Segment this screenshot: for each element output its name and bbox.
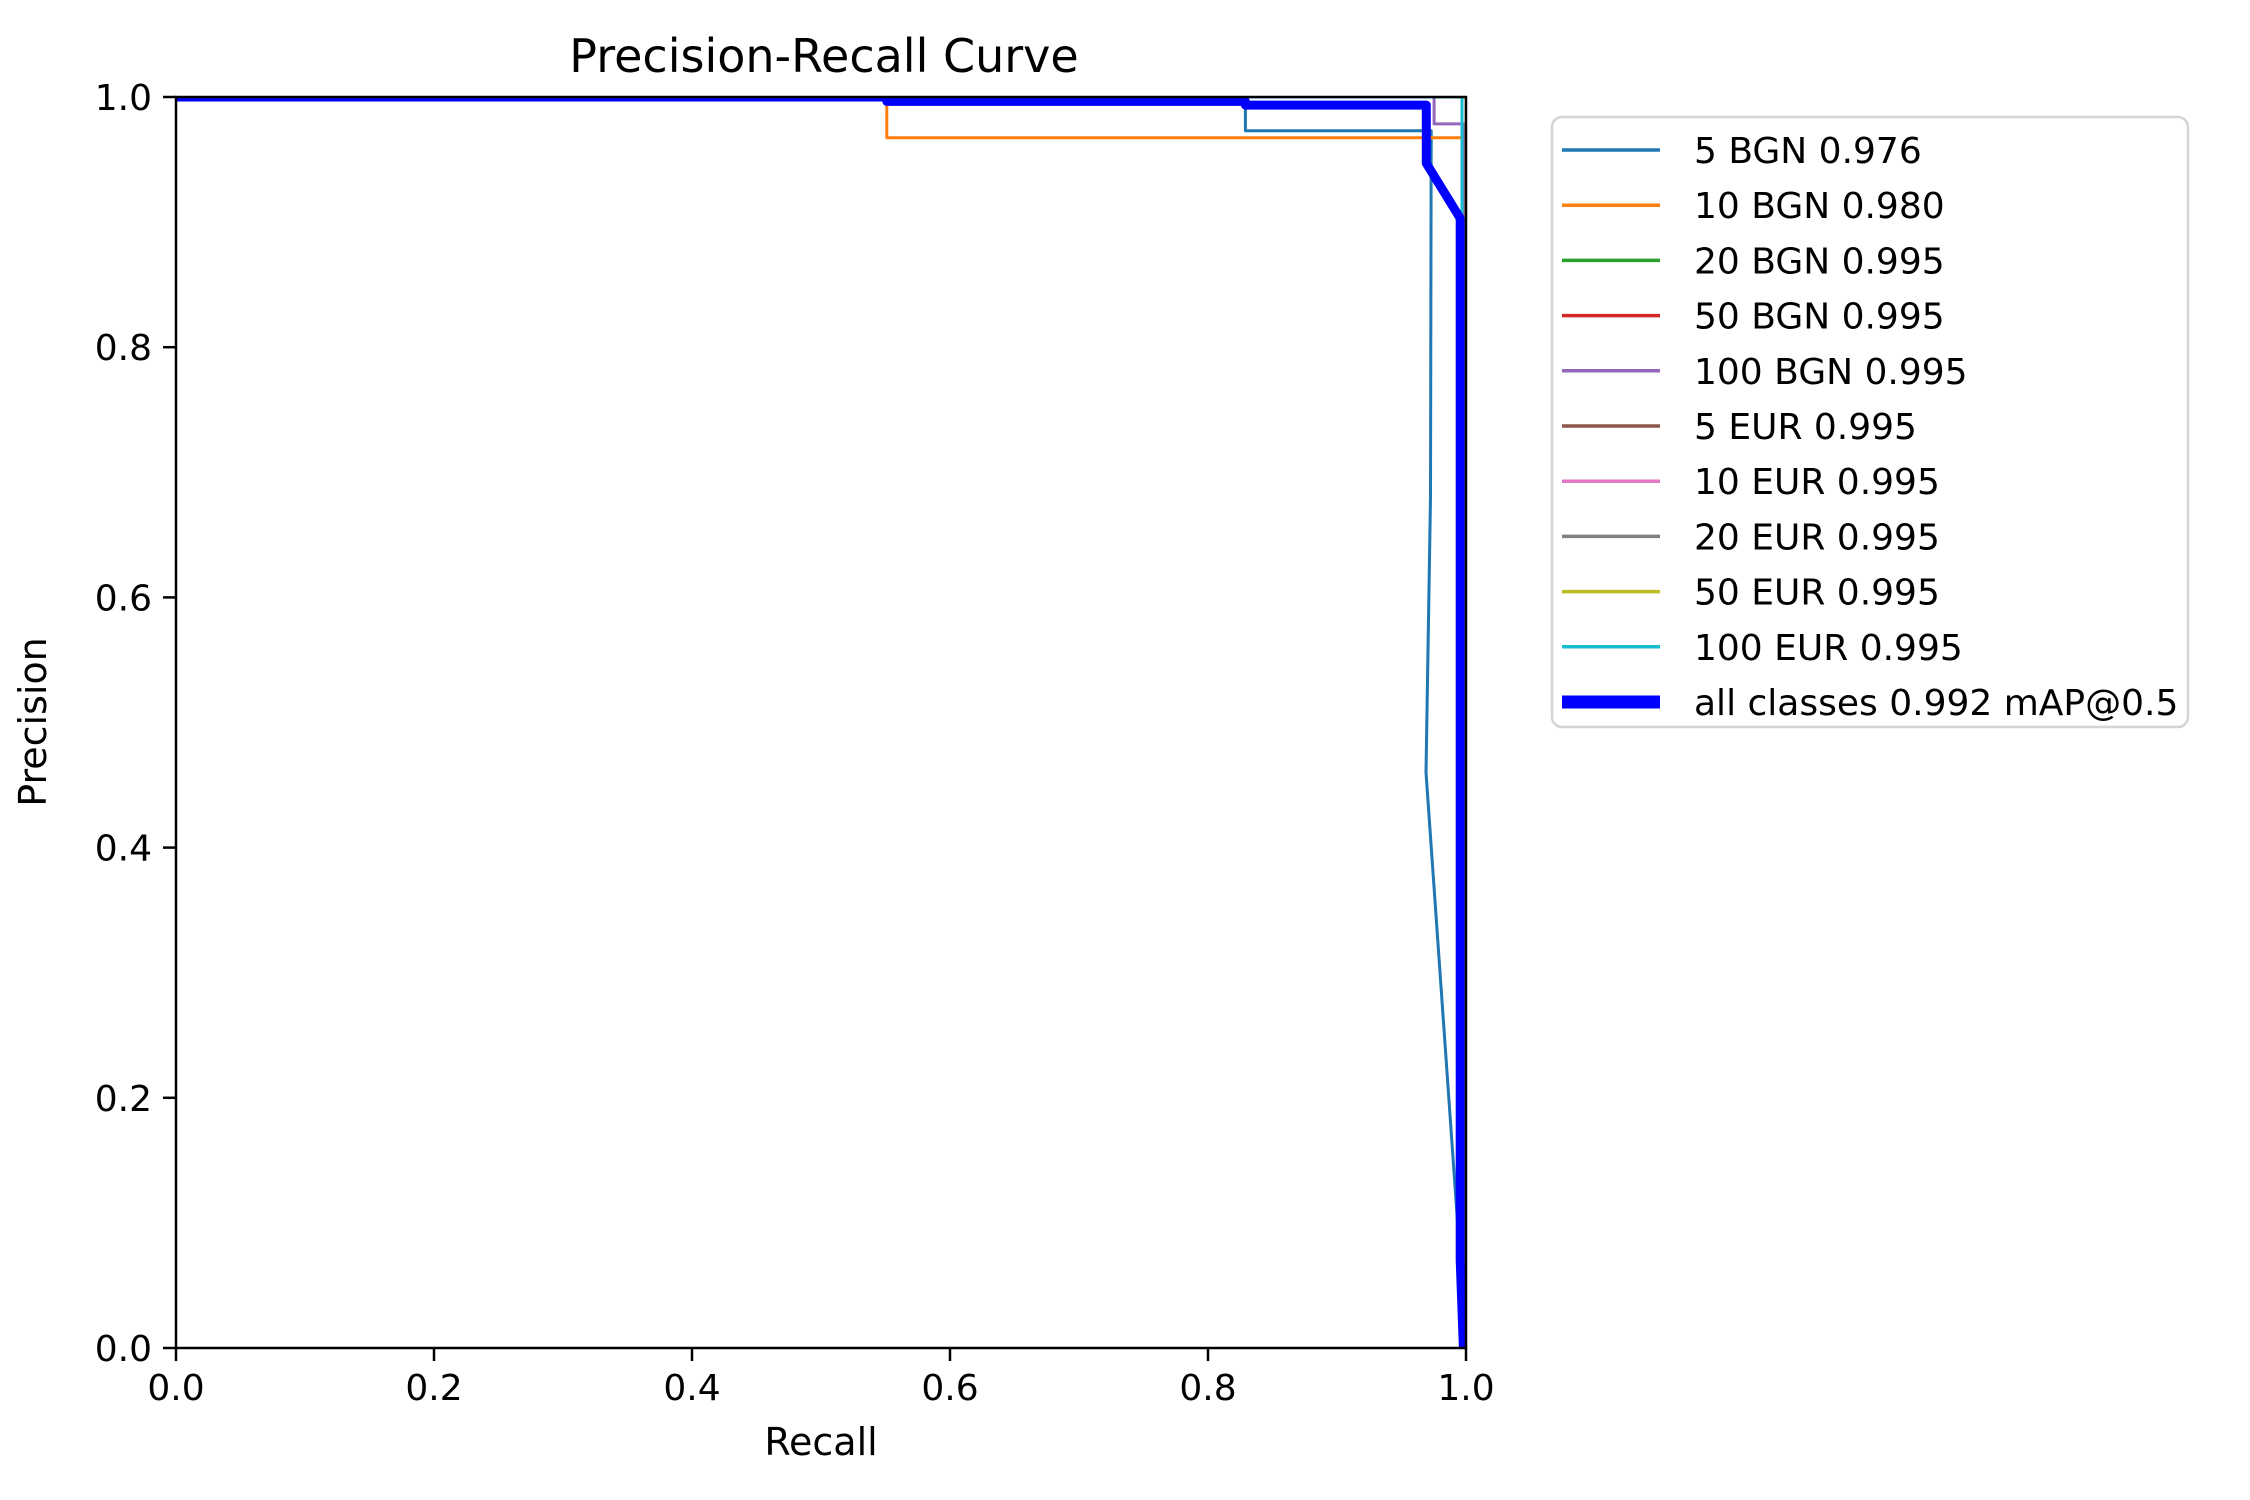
legend-label: 5 BGN 0.976 — [1694, 131, 1922, 172]
series-line-20-eur — [176, 97, 1466, 1348]
legend-item-5-bgn: 5 BGN 0.976 — [1562, 131, 1922, 172]
series-line-20-bgn — [176, 97, 1466, 1348]
y-tick-label: 0.8 — [95, 328, 152, 369]
plot-area — [176, 97, 1466, 1348]
legend-item-50-bgn: 50 BGN 0.995 — [1562, 297, 1945, 338]
x-axis-label: Recall — [764, 1420, 877, 1464]
legend-item-20-bgn: 20 BGN 0.995 — [1562, 241, 1945, 282]
legend-label: 20 EUR 0.995 — [1694, 517, 1940, 558]
x-tick-label: 0.4 — [663, 1368, 720, 1409]
y-tick-label: 0.0 — [95, 1329, 152, 1370]
series-line-50-eur — [176, 97, 1466, 1348]
legend-item-50-eur: 50 EUR 0.995 — [1562, 573, 1940, 614]
legend-label: all classes 0.992 mAP@0.5 — [1694, 683, 2178, 724]
x-tick-label: 0.6 — [921, 1368, 978, 1409]
plot-border — [174, 95, 1468, 1350]
y-axis-label: Precision — [11, 637, 55, 807]
legend-label: 10 BGN 0.980 — [1694, 186, 1945, 227]
legend-item-all-classes: all classes 0.992 mAP@0.5 — [1562, 683, 2178, 724]
legend-item-10-eur: 10 EUR 0.995 — [1562, 462, 1940, 503]
x-tick-label: 1.0 — [1437, 1368, 1494, 1409]
legend-item-100-eur: 100 EUR 0.995 — [1562, 628, 1963, 669]
series-line-10-eur — [176, 97, 1466, 1348]
legend-label: 5 EUR 0.995 — [1694, 407, 1917, 448]
chart-title: Precision-Recall Curve — [569, 29, 1078, 83]
x-tick-label: 0.0 — [147, 1368, 204, 1409]
series-line-5-eur — [176, 97, 1466, 1348]
legend-label: 50 BGN 0.995 — [1694, 297, 1945, 338]
legend-item-5-eur: 5 EUR 0.995 — [1562, 407, 1917, 448]
series-line-100-eur — [176, 97, 1464, 1348]
legend-label: 10 EUR 0.995 — [1694, 462, 1940, 503]
legend-item-20-eur: 20 EUR 0.995 — [1562, 517, 1940, 558]
legend-label: 100 EUR 0.995 — [1694, 628, 1963, 669]
legend-item-100-bgn: 100 BGN 0.995 — [1562, 352, 1968, 393]
series-line-50-bgn — [176, 97, 1466, 1348]
series-line-5-bgn — [176, 97, 1465, 1348]
axis-ticks: 0.0 0.2 0.4 0.6 0.8 1.0 0.0 0.2 0.4 0.6 0.8 1.0 — [95, 78, 1495, 1409]
legend-label: 20 BGN 0.995 — [1694, 241, 1945, 282]
series-line-all-classes — [176, 97, 1466, 1348]
y-tick-label: 0.6 — [95, 578, 152, 619]
y-tick-label: 1.0 — [95, 78, 152, 119]
legend-box — [1550, 115, 2190, 729]
x-tick-label: 0.8 — [1179, 1368, 1236, 1409]
legend-label: 100 BGN 0.995 — [1694, 352, 1968, 393]
y-tick-label: 0.2 — [95, 1079, 152, 1120]
y-tick-label: 0.4 — [95, 829, 152, 870]
series-line-100-bgn — [176, 97, 1466, 1348]
legend-label: 50 EUR 0.995 — [1694, 573, 1940, 614]
legend: 5 BGN 0.976 10 BGN 0.980 20 BGN 0.995 50 BG… — [1550, 115, 2190, 729]
series-line-10-bgn — [176, 97, 1466, 1348]
legend-item-10-bgn: 10 BGN 0.980 — [1562, 186, 1945, 227]
x-tick-label: 0.2 — [405, 1368, 462, 1409]
